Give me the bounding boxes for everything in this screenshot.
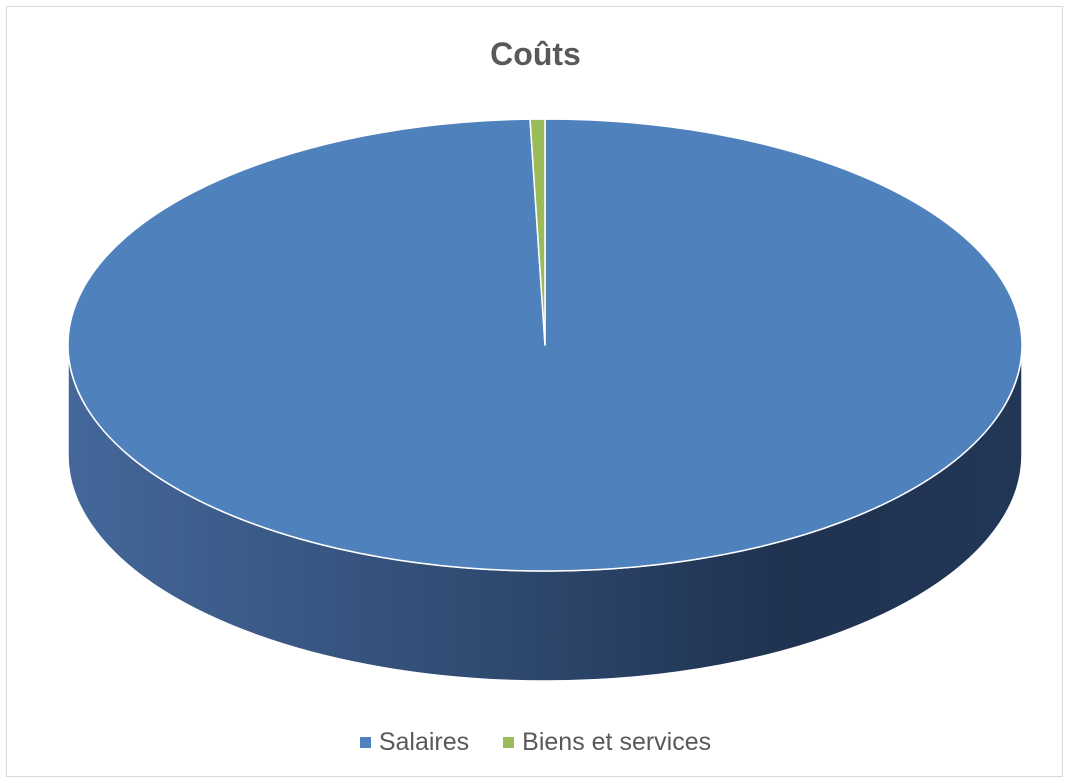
pie-slice-biens-et-services — [529, 118, 546, 346]
legend-label-salaires: Salaires — [378, 728, 470, 756]
legend-item-biens-et-services: Biens et services — [503, 728, 711, 757]
legend-item-salaires: Salaires — [359, 728, 470, 757]
legend-swatch-salaires — [359, 737, 371, 748]
legend-swatch-biens-et-services — [503, 737, 515, 748]
chart-title: Coûts — [490, 36, 581, 72]
legend: Salaires Biens et services — [0, 728, 1071, 757]
legend-label-biens-et-services: Biens et services — [522, 728, 712, 756]
pie-root — [67, 118, 1023, 682]
